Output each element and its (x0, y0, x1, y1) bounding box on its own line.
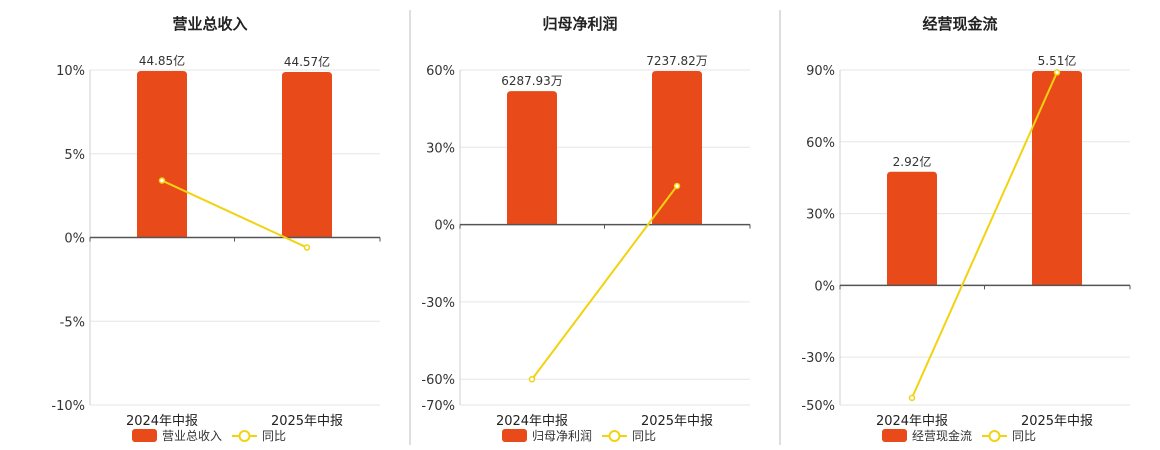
yoy-point (1053, 69, 1061, 76)
bar-value-label: 7237.82万 (646, 54, 708, 68)
y-tick-label: 60% (426, 64, 455, 79)
yoy-point (158, 177, 166, 184)
chart-title: 营业总收入 (172, 15, 247, 33)
y-tick-label: 0% (64, 232, 85, 247)
legend-line-label: 同比 (632, 429, 656, 443)
yoy-point (303, 244, 311, 251)
legend-bar-label: 营业总收入 (162, 429, 222, 443)
category-label: 2024年中报 (126, 414, 198, 429)
yoy-line (911, 71, 1058, 399)
bar (1032, 71, 1082, 286)
legend-bar-swatch (502, 429, 527, 442)
y-tick-label: -30% (421, 296, 455, 311)
legend-line-marker (988, 430, 1001, 442)
chart-3: 经营现金流 90% 60% 30% 0% -30% -50% 2.92亿 5.51亿 2024年中… (801, 15, 1131, 443)
y-tick-label: 90% (806, 64, 835, 79)
category-label: 2025年中报 (641, 414, 713, 429)
legend-bar-swatch (882, 429, 907, 442)
bar (282, 72, 332, 238)
bar-value-label: 6287.93万 (501, 74, 563, 88)
legend-bar-label: 经营现金流 (912, 428, 972, 443)
category-label: 2024年中报 (876, 414, 948, 429)
bar (137, 71, 187, 238)
yoy-line (531, 185, 678, 380)
bar (652, 71, 702, 225)
legend-line-label: 同比 (1012, 429, 1036, 443)
legend-bar-swatch (132, 429, 157, 442)
y-tick-label: -30% (801, 351, 835, 366)
legend-line-marker (238, 430, 251, 442)
y-tick-label: 0% (434, 219, 455, 234)
category-label: 2025年中报 (1021, 414, 1093, 429)
y-tick-label: 30% (426, 141, 455, 156)
chart-2: 归母净利润 60% 30% 0% -30% -60% -70% 6287.93万 7237.82… (421, 15, 751, 443)
y-tick-label: -50% (801, 399, 835, 414)
legend-bar-label: 归母净利润 (532, 429, 592, 443)
y-tick-label: -60% (421, 373, 455, 388)
y-tick-label: -5% (60, 315, 85, 330)
yoy-point (908, 394, 916, 402)
bar (507, 91, 557, 225)
chart-1: 营业总收入 10% 5% 0% -5% -10% 44.85亿 44.57亿 2024年中报 20… (51, 15, 381, 443)
legend-line-label: 同比 (262, 429, 286, 443)
category-label: 2025年中报 (271, 414, 343, 429)
y-tick-label: -10% (51, 399, 85, 414)
bar-value-label: 44.57亿 (284, 54, 330, 69)
y-tick-label: 30% (806, 208, 835, 223)
bar-value-label: 44.85亿 (139, 53, 185, 68)
bar-value-label: 2.92亿 (893, 154, 932, 169)
bar (887, 171, 937, 286)
chart-title: 归母净利润 (542, 15, 617, 33)
y-tick-label: 0% (814, 279, 835, 294)
legend-line-marker (608, 430, 621, 442)
yoy-point (528, 375, 536, 383)
y-tick-label: 5% (64, 148, 85, 163)
yoy-line (161, 179, 308, 249)
y-tick-label: 60% (806, 136, 835, 151)
chart-title: 经营现金流 (922, 15, 997, 33)
y-tick-label: -70% (421, 399, 455, 414)
yoy-point (673, 182, 681, 190)
y-tick-label: 10% (56, 64, 85, 79)
bar-value-label: 5.51亿 (1038, 53, 1077, 68)
category-label: 2024年中报 (496, 414, 568, 429)
